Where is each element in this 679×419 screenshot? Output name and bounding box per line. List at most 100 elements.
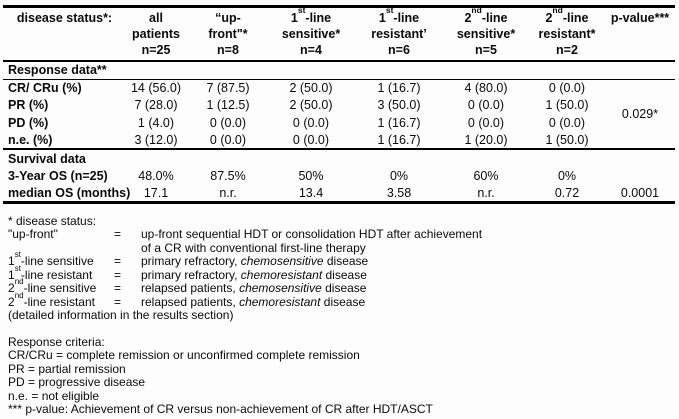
data-cell: 1 (12.5) <box>206 98 250 113</box>
definition-text: relapsed patients, chemoresistant diseas… <box>141 294 366 309</box>
header-line: n=25 <box>141 43 171 57</box>
table-row-3-year-os: 3-Year OS (n=25) 48.0% 87.5% 50% 0% 60% … <box>3 167 675 185</box>
header-line: n=4 <box>300 43 322 57</box>
definition-term: 1st-line resistant <box>8 263 93 282</box>
data-cell: 50% <box>298 168 324 183</box>
header-line: 2nd-line <box>464 4 508 25</box>
header-line: sensitive* <box>281 27 341 41</box>
footnote-criteria-pr: PR = partial remission <box>8 361 126 376</box>
data-cell: 0% <box>557 168 577 183</box>
p-value-empty <box>605 167 675 185</box>
equals-sign: = <box>114 294 122 309</box>
data-cell: 13.4 <box>298 185 324 200</box>
header-line: n=8 <box>217 43 239 57</box>
definition-term: "up-front" <box>8 227 58 241</box>
definition-term: 1st-line sensitive <box>8 250 94 268</box>
table-header-row: disease status*: all patients n=25 “up- … <box>3 4 675 62</box>
header-col-second-line-sensitive: 2nd-line sensitive* n=5 <box>443 4 529 62</box>
data-cell: 0 (0.0) <box>209 115 247 130</box>
header-line: 1st-line <box>290 4 332 25</box>
row-label: 3-Year OS (n=25) <box>8 168 108 183</box>
data-cell: 0 (0.0) <box>467 98 505 113</box>
header-line: sensitive* <box>456 27 516 41</box>
data-cell: 1 (4.0) <box>137 115 175 130</box>
footnote-detailed-note: (detailed information in the results sec… <box>8 308 234 322</box>
equals-sign: = <box>114 254 122 268</box>
definition-text: relapsed patients, chemosensitive diseas… <box>141 281 367 295</box>
data-cell: 0 (0.0) <box>548 81 586 95</box>
equals-sign: = <box>114 267 122 282</box>
data-cell: n.r. <box>477 185 495 200</box>
header-line: “up- <box>215 11 241 25</box>
section-row-survival-data: Survival data <box>3 149 675 167</box>
header-line: n=2 <box>556 43 578 57</box>
data-cell: n.r. <box>219 185 237 200</box>
footnote-gap <box>8 323 675 336</box>
footnotes: * disease status: "up-front" = up-front … <box>3 214 675 417</box>
header-line: front"* <box>208 27 248 41</box>
row-label: n.e. (%) <box>3 131 123 150</box>
section-title: Survival data <box>8 151 86 166</box>
footnote-definition-second-line-sensitive: 2nd-line sensitive = relapsed patients, … <box>8 277 675 296</box>
data-cell: 0 (0.0) <box>467 115 505 130</box>
data-cell: 3.58 <box>386 185 412 200</box>
header-line: 1st-line <box>378 4 420 25</box>
header-disease-status: disease status*: <box>3 6 123 62</box>
header-line: n=6 <box>388 43 410 57</box>
definition-term: 2nd-line resistant <box>8 290 95 309</box>
results-table: disease status*: all patients n=25 “up- … <box>3 5 675 204</box>
footnote-criteria-ne: n.e. = not eligible <box>8 388 100 403</box>
header-col-all-patients: all patients n=25 <box>123 6 189 62</box>
definition-text: up-front sequential HDT or consolidation… <box>141 227 675 255</box>
header-line: resistant* <box>538 27 596 41</box>
data-cell: 0 (0.0) <box>548 115 586 130</box>
table-row-ne: n.e. (%) 3 (12.0) 0 (0.0) 0 (0.0) 1 (16.… <box>3 131 675 150</box>
definition-continuation: of a CR with conventional first-line the… <box>141 240 366 255</box>
header-col-first-line-sensitive: 1st-line sensitive* n=4 <box>267 4 355 62</box>
data-cell: 17.1 <box>143 185 169 200</box>
footnote-p-value-note: *** p-value: Achievement of CR versus no… <box>8 402 433 416</box>
data-cell: 1 (16.7) <box>355 131 443 150</box>
p-value-response: 0.029* <box>605 79 675 150</box>
row-label: CR/ CRu (%) <box>8 81 82 95</box>
definition-term: 2nd-line sensitive <box>8 277 97 295</box>
row-label: median OS (months) <box>8 185 131 200</box>
data-cell: 0.72 <box>554 185 580 200</box>
footnote-criteria-pd: PD = progressive disease <box>8 375 146 389</box>
equals-sign: = <box>114 281 122 295</box>
header-line: n=5 <box>475 43 497 57</box>
data-cell: 1 (50.0) <box>529 131 605 150</box>
data-cell: 3 (12.0) <box>123 131 189 150</box>
footnote-definition-first-line-resistant: 1st-line resistant = primary refractory,… <box>8 263 675 283</box>
data-cell: 1 (16.7) <box>377 81 421 95</box>
data-cell: 2 (50.0) <box>289 81 333 95</box>
footnote-response-criteria-label: Response criteria: <box>8 334 105 349</box>
data-cell: 7 (87.5) <box>206 81 250 95</box>
header-col-second-line-resistant: 2nd-line resistant* n=2 <box>529 6 605 62</box>
table-row-pd: PD (%) 1 (4.0) 0 (0.0) 0 (0.0) 1 (16.7) … <box>3 114 675 132</box>
data-cell: 14 (56.0) <box>130 81 182 95</box>
p-value-survival: 0.0001 <box>620 185 660 200</box>
data-cell: 7 (28.0) <box>134 98 178 113</box>
footnote-definition-second-line-resistant: 2nd-line resistant = relapsed patients, … <box>8 290 675 310</box>
row-label: PR (%) <box>8 98 49 113</box>
row-label: PD (%) <box>8 115 49 130</box>
table-row-median-os: median OS (months) 17.1 n.r. 13.4 3.58 n… <box>3 185 675 203</box>
footnote-definition-first-line-sensitive: 1st-line sensitive = primary refractory,… <box>8 250 675 269</box>
data-cell: 0% <box>389 168 409 183</box>
data-cell: 1 (50.0) <box>545 98 589 113</box>
header-line: patients <box>132 27 180 41</box>
data-cell: 48.0% <box>138 168 174 183</box>
data-cell: 0 (0.0) <box>189 131 267 150</box>
equals-sign: = <box>114 227 122 241</box>
table-row-cr-cru: CR/ CRu (%) 14 (56.0) 7 (87.5) 2 (50.0) … <box>3 79 675 150</box>
data-cell: 1 (20.0) <box>443 131 529 150</box>
definition-text: primary refractory, chemoresistant disea… <box>141 267 367 282</box>
footnote-criteria-cr: CR/CRu = complete remission or unconfirm… <box>8 348 360 362</box>
header-col-first-line-resistant: 1st-line resistant’ n=6 <box>355 4 443 62</box>
data-cell: 60% <box>473 168 499 183</box>
data-cell: 1 (16.7) <box>377 115 421 130</box>
header-col-up-front: “up- front"* n=8 <box>189 6 267 62</box>
data-cell: 0 (0.0) <box>267 131 355 150</box>
